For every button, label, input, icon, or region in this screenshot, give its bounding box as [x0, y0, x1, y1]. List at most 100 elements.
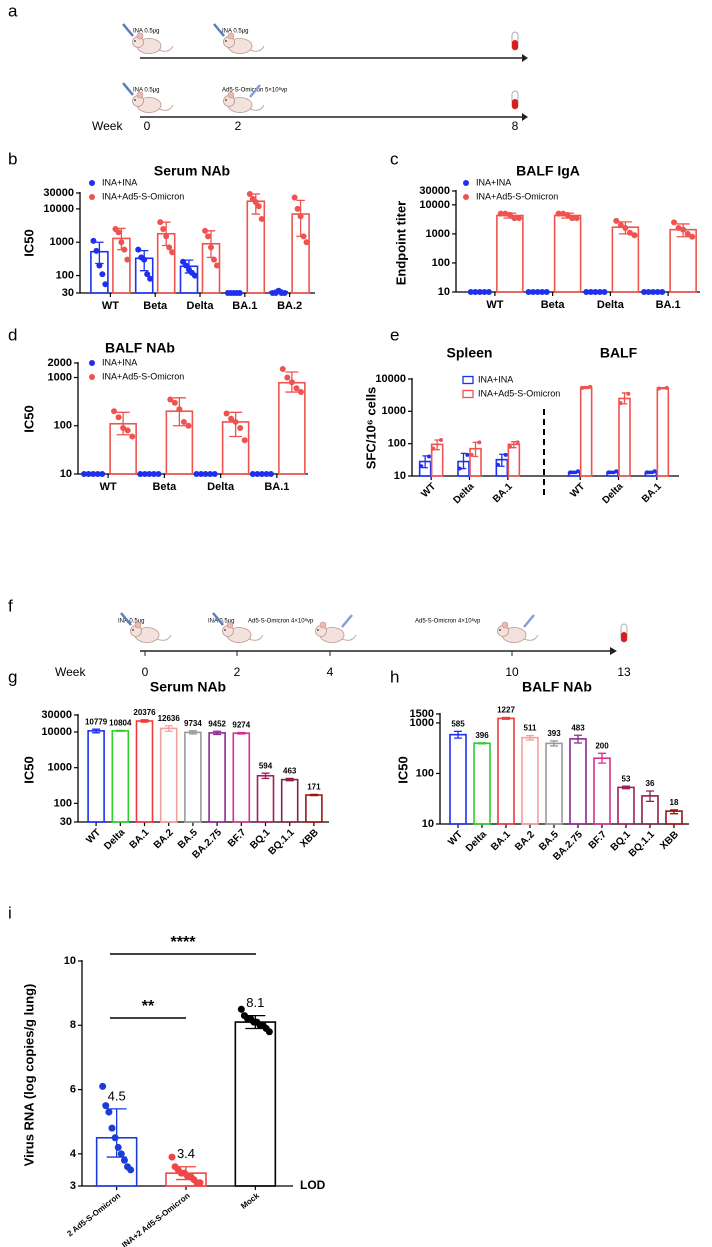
arrow-head	[610, 647, 617, 655]
mouse-eye	[225, 99, 227, 101]
mouse-tail	[248, 634, 264, 641]
data-point	[281, 290, 288, 296]
data-point	[601, 289, 608, 295]
data-point	[135, 246, 142, 253]
error-bar	[598, 752, 606, 764]
error-bar	[499, 453, 505, 467]
data-point	[689, 233, 696, 240]
x-tick-label: BF.7	[587, 829, 610, 852]
panel-label: g	[8, 667, 17, 686]
data-point	[645, 289, 652, 295]
mouse-icon	[223, 84, 265, 113]
data-point	[198, 471, 205, 477]
error-bar	[574, 734, 582, 744]
data-point	[641, 289, 648, 295]
group-label: Spleen	[447, 345, 493, 361]
data-point	[303, 239, 310, 246]
mouse-eye	[317, 629, 319, 631]
bar	[579, 386, 593, 477]
dose-label: INA 0.5μg	[118, 619, 144, 625]
data-point	[167, 396, 174, 403]
bar	[184, 731, 202, 823]
data-point	[427, 454, 432, 459]
data-point	[300, 233, 307, 240]
data-point	[169, 249, 176, 256]
data-point	[258, 471, 265, 477]
y-tick-label: 1000	[382, 405, 406, 417]
legend-marker	[462, 375, 474, 385]
data-point	[183, 262, 190, 269]
value-label: 12636	[158, 714, 181, 723]
bar	[111, 730, 130, 823]
data-point	[205, 233, 212, 240]
data-point	[469, 452, 474, 457]
data-point	[652, 469, 657, 474]
data-point	[560, 210, 567, 217]
arrow-head	[522, 113, 528, 121]
bar	[159, 727, 178, 823]
x-tick-label: XBB	[298, 827, 321, 850]
y-tick-label: 1000	[410, 717, 434, 729]
data-point	[118, 239, 125, 246]
bar	[278, 381, 306, 475]
data-point	[246, 190, 253, 197]
y-tick-label: 100	[54, 797, 72, 809]
value-label: 36	[646, 779, 655, 788]
x-tick-label: Delta	[102, 827, 127, 852]
data-point	[291, 194, 298, 201]
data-point	[121, 246, 128, 253]
dose-label: Ad5-S-Omicron 4×10⁸vp	[415, 618, 481, 625]
bar	[521, 736, 539, 825]
data-point	[157, 219, 164, 226]
panel-label: b	[8, 149, 17, 168]
syringe	[120, 612, 132, 626]
dose-label: INA 0.5μg	[133, 88, 159, 94]
error-bar	[583, 385, 589, 390]
dose-label: INA 0.5μg	[133, 29, 159, 35]
y-tick-label: 2000	[48, 357, 72, 369]
x-tick-label: BQ.1.1	[627, 829, 657, 859]
data-point	[439, 437, 444, 442]
error-bar	[502, 716, 510, 720]
value-label: 9734	[184, 719, 202, 728]
x-tick-label: 2 Ad5-S-Omicron	[65, 1191, 122, 1238]
mouse-icon	[497, 614, 539, 643]
x-tick-label: Delta	[451, 481, 476, 506]
chart-title: Serum NAb	[154, 163, 230, 179]
data-point	[213, 262, 220, 269]
y-tick-label: 10000	[41, 726, 72, 738]
data-point	[102, 1102, 110, 1110]
data-point	[472, 289, 479, 295]
chart-title: Serum NAb	[150, 679, 226, 695]
x-tick-label: WT	[100, 481, 117, 493]
value-label: 18	[670, 798, 679, 807]
tube-blood	[621, 632, 627, 642]
bar	[449, 733, 467, 825]
syringe	[213, 23, 225, 37]
data-point	[208, 244, 214, 251]
data-point	[622, 224, 629, 231]
legend-label: INA+INA	[476, 177, 511, 187]
bar	[246, 200, 266, 294]
x-tick-label: BA.1	[128, 827, 152, 851]
mouse-icon	[212, 612, 264, 643]
x-tick-label: Delta	[464, 829, 489, 854]
legend-marker	[89, 180, 95, 186]
significance-label: ****	[171, 934, 197, 951]
mouse-eye	[499, 629, 501, 631]
data-point	[185, 422, 192, 429]
error-bar	[116, 411, 130, 436]
data-point	[111, 1134, 119, 1142]
y-tick-label: 30000	[41, 709, 72, 721]
y-tick-label: 100	[432, 257, 450, 269]
data-point	[115, 414, 122, 421]
data-point	[606, 470, 611, 475]
data-point	[626, 391, 631, 396]
y-tick-label: 1500	[410, 708, 434, 720]
value-label: 20376	[133, 708, 156, 717]
x-tick-label: BA.1	[264, 481, 289, 493]
week-tick: 13	[617, 665, 631, 679]
data-point	[146, 471, 153, 477]
value-label: 9274	[232, 721, 250, 730]
